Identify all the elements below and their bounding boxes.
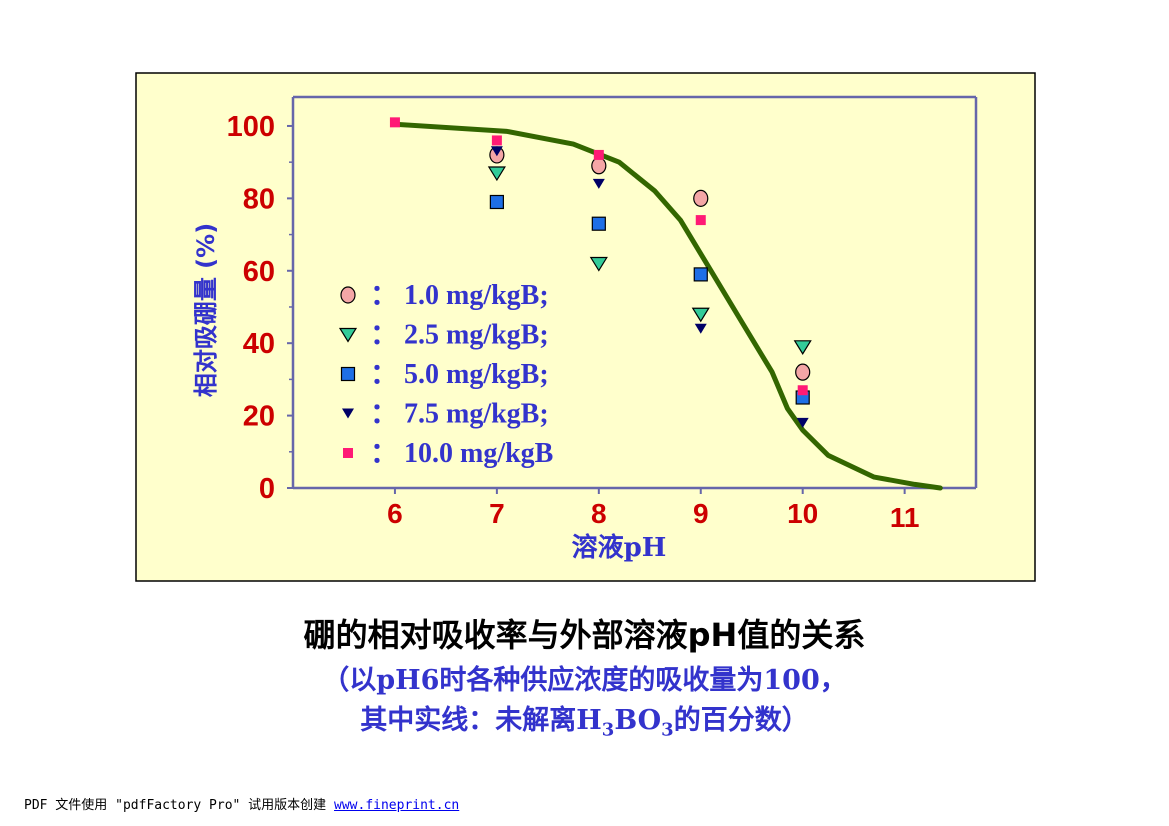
legend-item: ： 10.0 mg/kgB	[343, 436, 553, 469]
data-point	[589, 256, 608, 272]
figure-note-line1: （以pH6时各种供应浓度的吸收量为100，	[322, 665, 847, 696]
figure-note-line2: 其中实线：未解离H3BO3的百分数）	[0, 698, 1169, 740]
series-2	[487, 166, 812, 355]
note-subscript: 3	[661, 719, 674, 741]
series-5	[389, 117, 808, 396]
legend-label: 10.0 mg/kgB	[404, 438, 553, 469]
data-point	[797, 385, 808, 396]
y-tick-label: 60	[243, 256, 275, 288]
data-point	[693, 189, 709, 207]
x-tick-label: 7	[489, 498, 505, 529]
note-text: BO	[614, 705, 662, 736]
x-tick-label: 11	[890, 502, 920, 533]
data-point	[793, 340, 812, 355]
pdf-footer: PDF 文件使用 "pdfFactory Pro" 试用版本创建 www.fin…	[24, 794, 459, 813]
y-axis-ticks: 0 20 40 60 80 100	[227, 111, 293, 505]
legend-symbol	[340, 366, 356, 382]
undissociated-h3bo3-curve	[392, 121, 943, 491]
data-point	[593, 149, 604, 160]
series-3	[489, 194, 810, 405]
data-point	[796, 417, 809, 428]
y-tick-label: 20	[243, 401, 275, 433]
legend-label: 5.0 mg/kgB;	[404, 359, 549, 390]
legend-item: ： 2.5 mg/kgB;	[338, 318, 549, 351]
note-subscript: 3	[601, 719, 615, 741]
legend-symbol	[338, 327, 358, 343]
chart-panel	[135, 72, 1036, 582]
legend-colon: ：	[370, 397, 398, 430]
data-point	[389, 117, 400, 128]
note-text: 其中实线：未解离H	[360, 705, 602, 736]
legend-label: 2.5 mg/kgB;	[404, 320, 549, 351]
legend-item: ： 7.5 mg/kgB;	[342, 397, 549, 430]
y-axis-label: 相对吸硼量 (%)	[192, 223, 220, 397]
legend-symbol	[340, 286, 356, 304]
note-text: 的百分数）	[673, 705, 809, 736]
x-axis-label: 溶液pH	[572, 532, 667, 563]
legend-label: 7.5 mg/kgB;	[404, 399, 549, 430]
legend-colon: ：	[370, 318, 398, 351]
y-tick-label: 40	[243, 328, 275, 360]
legend: ： 1.0 mg/kgB;： 2.5 mg/kgB;： 5.0 mg/kgB;： 7.5…	[338, 278, 553, 469]
legend-item: ： 5.0 mg/kgB;	[340, 357, 549, 390]
y-tick-label: 100	[227, 111, 275, 143]
legend-symbol	[342, 408, 354, 419]
legend-label: 1.0 mg/kgB;	[404, 280, 549, 311]
x-axis-ticks: 6 7 8 9 10 11	[387, 488, 919, 533]
series-4	[490, 146, 809, 428]
data-point	[694, 323, 707, 334]
data-point	[795, 363, 811, 381]
x-tick-label: 10	[787, 498, 818, 529]
data-point	[490, 146, 503, 157]
x-tick-label: 9	[693, 498, 709, 529]
data-point	[591, 216, 606, 231]
footer-link[interactable]: www.fineprint.cn	[334, 798, 460, 813]
legend-item: ： 1.0 mg/kgB;	[340, 278, 549, 311]
x-tick-label: 6	[387, 498, 403, 529]
x-tick-label: 8	[591, 498, 607, 529]
data-point	[695, 215, 706, 226]
footer-text: PDF 文件使用 "pdfFactory Pro" 试用版本创建	[24, 798, 335, 813]
data-point	[691, 307, 710, 323]
series-1	[489, 146, 811, 381]
data-markers	[389, 117, 812, 428]
legend-symbol	[343, 448, 353, 458]
y-tick-label: 80	[243, 183, 275, 215]
figure-title: 硼的相对吸收率与外部溶液pH值的关系	[303, 616, 866, 654]
legend-colon: ：	[370, 436, 398, 469]
data-point	[591, 157, 607, 175]
legend-colon: ：	[370, 357, 398, 390]
data-point	[487, 166, 506, 182]
data-point	[592, 178, 605, 189]
data-point	[489, 194, 504, 210]
data-point	[693, 267, 708, 282]
y-tick-label: 0	[259, 473, 275, 505]
data-point	[491, 135, 502, 146]
legend-colon: ：	[370, 278, 398, 311]
